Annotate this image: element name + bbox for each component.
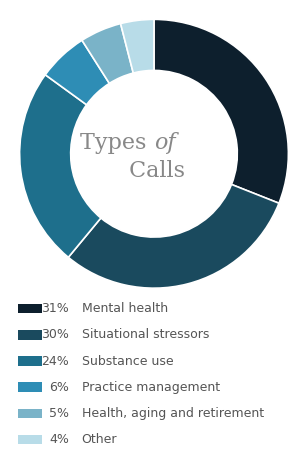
Wedge shape: [154, 19, 288, 203]
FancyBboxPatch shape: [18, 409, 42, 418]
Text: 6%: 6%: [49, 381, 69, 394]
Text: 24%: 24%: [42, 354, 69, 368]
Wedge shape: [45, 40, 109, 105]
Wedge shape: [82, 23, 133, 84]
Text: 30%: 30%: [41, 328, 69, 341]
Text: Health, aging and retirement: Health, aging and retirement: [82, 407, 264, 420]
Text: Calls: Calls: [123, 160, 185, 182]
FancyBboxPatch shape: [18, 330, 42, 340]
Text: Types: Types: [80, 132, 154, 154]
Text: 31%: 31%: [42, 302, 69, 315]
Text: 4%: 4%: [49, 433, 69, 446]
Wedge shape: [20, 75, 101, 257]
Wedge shape: [120, 19, 154, 73]
Text: Substance use: Substance use: [82, 354, 173, 368]
Text: Other: Other: [82, 433, 117, 446]
Text: 5%: 5%: [49, 407, 69, 420]
Text: Practice management: Practice management: [82, 381, 220, 394]
Wedge shape: [68, 185, 279, 288]
Text: Situational stressors: Situational stressors: [82, 328, 209, 341]
FancyBboxPatch shape: [18, 304, 42, 313]
FancyBboxPatch shape: [18, 382, 42, 392]
Text: Mental health: Mental health: [82, 302, 168, 315]
FancyBboxPatch shape: [18, 435, 42, 444]
Text: of: of: [154, 132, 176, 154]
FancyBboxPatch shape: [18, 356, 42, 366]
